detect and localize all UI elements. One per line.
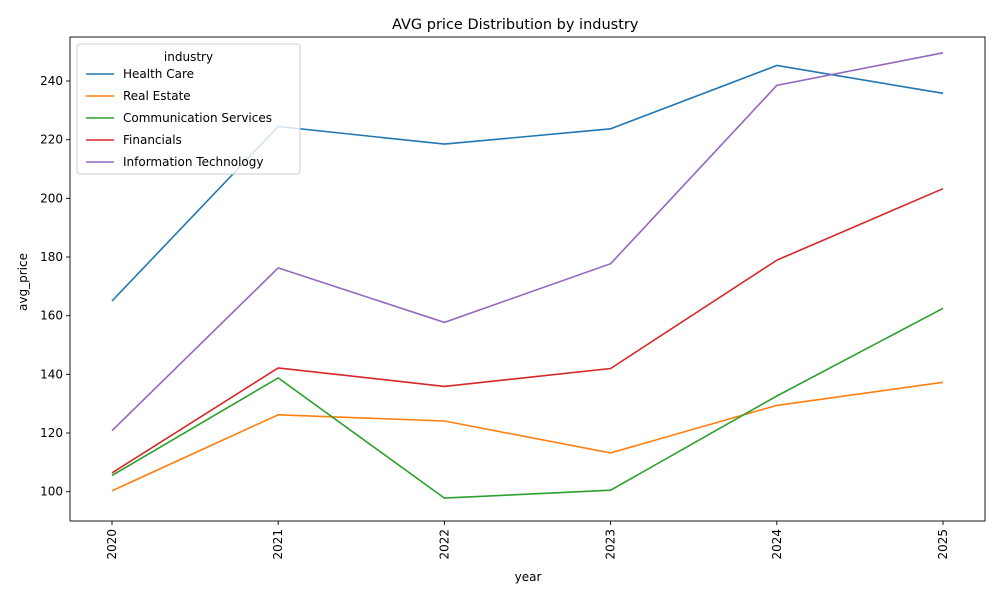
y-tick-label-1: 120	[40, 426, 63, 440]
plot-area	[69, 36, 986, 522]
y-tick-label-7: 240	[40, 74, 63, 88]
x-tick-label-3: 2023	[604, 529, 618, 560]
legend: industry Health Care Real Estate Communicat…	[76, 43, 301, 175]
legend-entry-4: Information Technology	[123, 155, 264, 169]
legend-entry-1: Real Estate	[123, 89, 191, 103]
legend-entry-2: Communication Services	[123, 111, 272, 125]
y-tick-label-0: 100	[40, 485, 63, 499]
chart-title: AVG price Distribution by industry	[392, 17, 639, 33]
series-line-2	[111, 307, 944, 499]
x-axis-label: year	[515, 570, 542, 584]
legend-title: industry	[164, 50, 213, 64]
series-line-4	[111, 52, 944, 432]
x-tick-label-0: 2020	[105, 529, 119, 560]
x-tick-label-2: 2022	[437, 529, 451, 560]
x-tick-label-5: 2025	[936, 529, 950, 560]
y-tick-label-5: 200	[40, 191, 63, 205]
x-axis: 2020 2021 2022 2023 2024 2025	[105, 521, 950, 560]
legend-entry-0: Health Care	[123, 67, 194, 81]
x-tick-label-4: 2024	[770, 529, 784, 560]
y-tick-label-3: 160	[40, 309, 63, 323]
y-axis-label: avg_price	[16, 253, 30, 311]
plot-frame	[69, 36, 986, 522]
legend-entry-3: Financials	[123, 133, 182, 147]
y-tick-label-4: 180	[40, 250, 63, 264]
x-tick-label-1: 2021	[271, 529, 285, 560]
y-axis: 100 120 140 160 180 200 220 240	[40, 74, 70, 499]
legend-box	[76, 43, 301, 175]
series-line-3	[111, 187, 944, 474]
y-tick-label-2: 140	[40, 367, 63, 381]
series-line-1	[111, 381, 944, 492]
y-tick-label-6: 220	[40, 133, 63, 147]
